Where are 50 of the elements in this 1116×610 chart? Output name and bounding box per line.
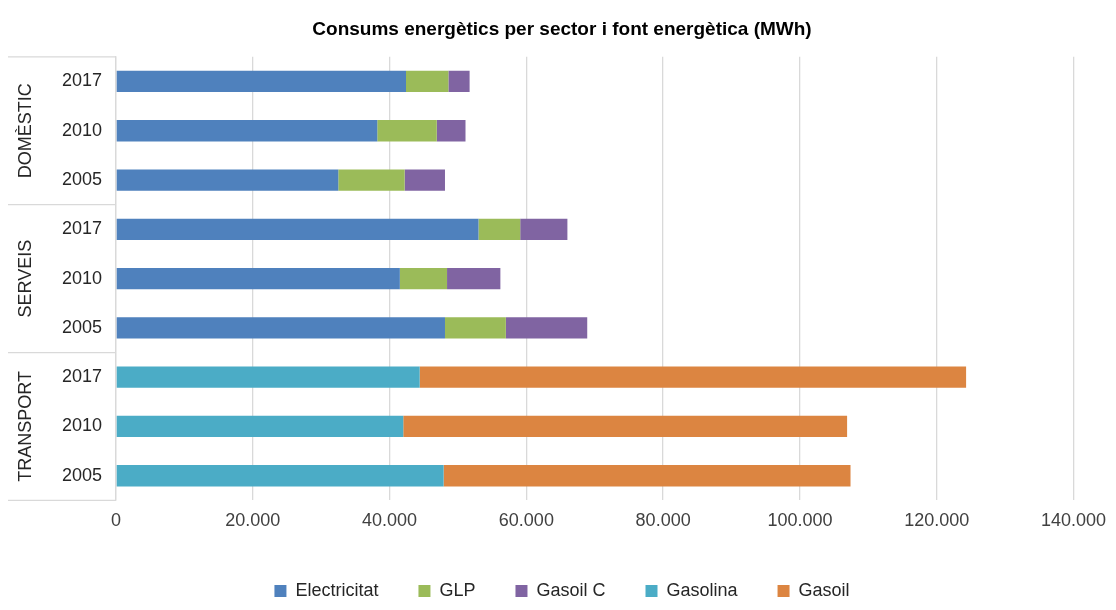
bar [116,218,479,240]
bar [419,366,967,388]
bar [116,169,339,191]
bar [406,70,449,93]
bar [116,465,444,487]
x-tick-label: 40.000 [362,510,418,531]
bar [116,415,404,438]
y-tick-label: 2017 [62,70,103,91]
legend-label: Gasolina [666,579,739,600]
x-tick-label: 120.000 [904,510,970,531]
bar [444,317,506,339]
bar [447,267,501,290]
text: TRANSPORT [14,371,35,482]
bar [338,169,405,191]
bar [448,70,470,93]
y-tick-label: 2010 [62,415,103,436]
bar [116,120,378,142]
x-tick-label: 140.000 [1040,510,1107,531]
text: DOMÈSTIC [14,83,35,179]
bar [505,317,588,339]
x-tick-label: 80.000 [635,510,691,531]
bar [404,169,445,191]
bar [116,267,400,290]
bar [116,317,445,339]
legend-label: GLP [439,579,476,600]
bar [436,120,466,142]
y-tick-label: 2017 [62,218,103,239]
bar [520,218,568,240]
x-tick-label: 100.000 [767,510,833,531]
x-tick-label: 20.000 [225,510,281,531]
bar [116,366,420,388]
bar [399,267,448,290]
y-tick-label: 2005 [62,464,103,485]
bar [377,120,437,142]
legend-label: Gasoil [798,579,850,600]
chart-title: Consums energètics per sector i font energètica (MWh) [312,17,812,39]
y-tick-label: 2005 [62,168,103,189]
x-tick-label: 60.000 [498,510,554,531]
y-tick-label: 2010 [62,267,103,288]
text: SERVEIS [14,239,35,318]
y-tick-label: 2017 [62,366,103,387]
legend-label: Gasoil C [536,579,606,600]
bar [443,465,851,487]
bar [116,70,407,93]
y-tick-label: 2005 [62,316,103,337]
bar [478,218,521,240]
x-tick-label: 0 [111,510,122,531]
y-tick-label: 2010 [62,119,103,140]
legend-label: Electricitat [295,579,379,600]
bar [403,415,848,438]
